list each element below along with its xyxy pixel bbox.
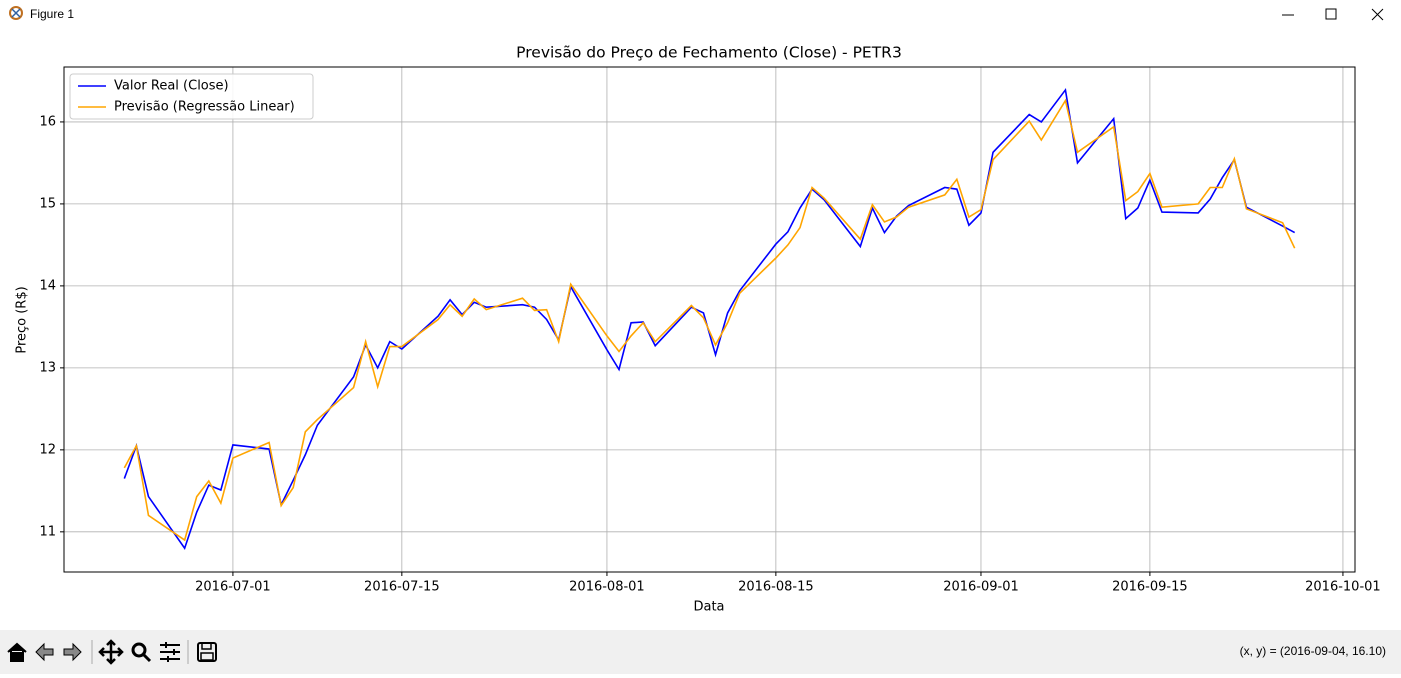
x-tick-label: 2016-09-15 xyxy=(1112,580,1188,595)
y-tick-label: 14 xyxy=(39,278,56,293)
legend-label: Valor Real (Close) xyxy=(114,79,229,94)
legend-box xyxy=(69,73,314,120)
y-tick-label: 16 xyxy=(39,114,56,129)
y-tick-label: 15 xyxy=(39,196,56,211)
app-icon xyxy=(9,6,23,20)
x-tick-label: 2016-08-15 xyxy=(738,580,814,595)
chart-title: Previsão do Preço de Fechamento (Close) … xyxy=(516,44,902,62)
window-title: Figure 1 xyxy=(30,7,74,21)
y-tick-label: 12 xyxy=(39,442,56,457)
x-tick-label: 2016-09-01 xyxy=(943,580,1019,595)
x-axis-label: Data xyxy=(693,600,724,615)
axes-frame xyxy=(63,66,1356,573)
series-line xyxy=(123,98,1296,542)
status-text: (x, y) = (2016-09-04, 16.10) xyxy=(1240,644,1386,658)
series-line xyxy=(123,87,1296,550)
x-tick-label: 2016-07-01 xyxy=(195,580,271,595)
y-tick-label: 11 xyxy=(39,524,56,539)
close-button[interactable] xyxy=(1371,8,1384,21)
back-button[interactable] xyxy=(35,642,54,662)
x-tick-label: 2016-07-15 xyxy=(364,580,440,595)
y-tick-label: 13 xyxy=(39,360,56,375)
toolbar xyxy=(0,630,1401,674)
maximize-button[interactable] xyxy=(1325,8,1337,20)
legend-label: Previsão (Regressão Linear) xyxy=(114,100,295,115)
x-tick-label: 2016-08-01 xyxy=(569,580,645,595)
pan-button[interactable] xyxy=(98,639,124,665)
zoom-button[interactable] xyxy=(131,642,152,663)
configure-button[interactable] xyxy=(160,642,180,662)
save-button[interactable] xyxy=(197,642,217,662)
plot-area: 11 12 13 14 15 16 2016-07-01 2016-07-15 2016-08-… xyxy=(39,66,1381,595)
home-button[interactable] xyxy=(7,642,27,662)
forward-button[interactable] xyxy=(63,642,82,662)
y-axis-label: Preço (R$) xyxy=(15,286,30,353)
x-tick-label: 2016-10-01 xyxy=(1305,580,1381,595)
